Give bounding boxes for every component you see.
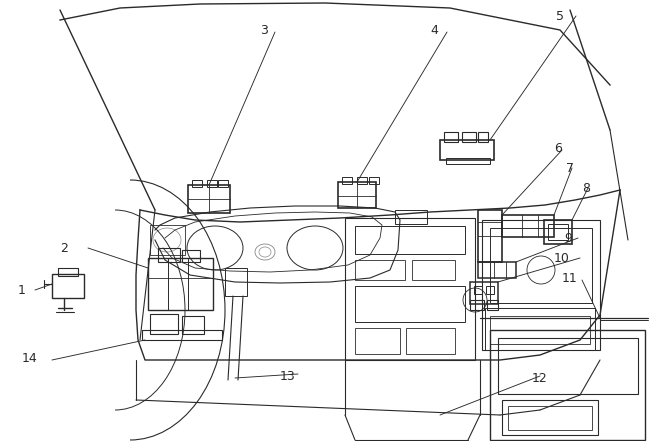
Bar xyxy=(444,132,458,142)
Text: 2: 2 xyxy=(60,242,68,254)
Bar xyxy=(502,400,598,435)
Bar xyxy=(440,140,494,160)
Bar xyxy=(478,132,488,142)
Bar xyxy=(508,406,592,430)
Bar xyxy=(548,224,568,240)
Bar xyxy=(470,300,484,310)
Bar xyxy=(355,226,465,254)
Text: 3: 3 xyxy=(260,23,268,37)
Bar xyxy=(474,286,482,294)
Bar xyxy=(182,316,204,334)
Bar xyxy=(355,260,405,280)
Bar xyxy=(357,177,367,184)
Bar xyxy=(490,228,592,303)
Bar xyxy=(446,158,490,164)
Bar xyxy=(192,180,202,187)
Bar xyxy=(58,268,78,276)
Text: 12: 12 xyxy=(532,371,548,385)
Bar xyxy=(355,328,400,354)
Text: 7: 7 xyxy=(566,161,574,175)
Bar xyxy=(150,314,178,334)
Bar xyxy=(502,215,554,237)
Bar xyxy=(355,286,465,322)
Bar xyxy=(338,182,376,208)
Bar xyxy=(485,308,595,350)
Bar xyxy=(142,330,222,340)
Bar xyxy=(498,338,638,394)
Bar xyxy=(218,180,228,187)
Bar xyxy=(207,180,217,187)
Bar xyxy=(345,218,475,360)
Text: 4: 4 xyxy=(430,23,438,37)
Bar xyxy=(490,330,645,440)
Bar xyxy=(487,300,498,310)
Bar xyxy=(462,132,476,142)
Bar xyxy=(412,260,455,280)
Bar xyxy=(482,220,600,350)
Text: 5: 5 xyxy=(556,10,564,22)
Bar xyxy=(225,268,247,296)
Bar xyxy=(406,328,455,354)
Text: 6: 6 xyxy=(554,142,562,154)
Bar xyxy=(478,210,502,262)
Bar xyxy=(188,185,230,213)
Bar xyxy=(342,177,352,184)
Bar xyxy=(478,262,516,278)
Text: 11: 11 xyxy=(562,272,578,284)
Bar xyxy=(150,225,185,255)
Text: 14: 14 xyxy=(22,351,38,365)
Text: 13: 13 xyxy=(280,370,296,382)
Bar xyxy=(369,177,379,184)
Bar xyxy=(395,210,427,224)
Bar xyxy=(470,282,498,304)
Bar xyxy=(148,258,213,310)
Bar xyxy=(490,316,590,344)
Text: 8: 8 xyxy=(582,182,590,194)
Text: 10: 10 xyxy=(554,251,570,265)
Bar xyxy=(158,248,180,262)
Bar xyxy=(544,220,572,244)
Text: 1: 1 xyxy=(18,284,26,296)
Bar xyxy=(52,274,84,298)
Text: 9: 9 xyxy=(564,232,572,244)
Bar xyxy=(182,250,200,262)
Bar xyxy=(486,286,494,294)
